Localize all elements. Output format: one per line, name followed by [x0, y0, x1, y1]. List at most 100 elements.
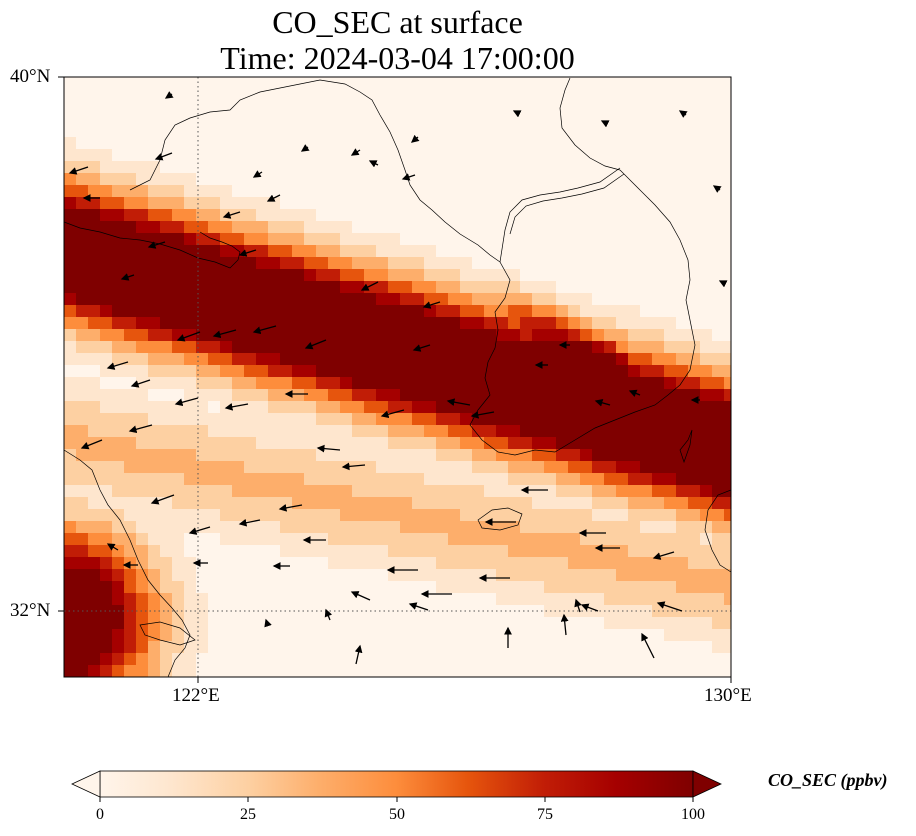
- field-cell: [688, 413, 701, 426]
- field-cell: [412, 257, 425, 270]
- field-cell: [388, 461, 401, 474]
- field-cell: [628, 377, 641, 390]
- field-cell: [172, 425, 185, 438]
- field-cell: [364, 497, 377, 510]
- field-cell: [496, 365, 509, 378]
- field-cell: [376, 233, 389, 246]
- field-cell: [364, 353, 377, 366]
- wind-arrow: [252, 170, 263, 178]
- field-cell: [592, 617, 605, 630]
- field-cell: [64, 473, 77, 486]
- field-cell: [220, 305, 233, 318]
- field-cell: [664, 617, 677, 630]
- field-cell: [544, 497, 557, 510]
- field-cell: [700, 521, 713, 534]
- field-cell: [436, 401, 449, 414]
- field-cell: [640, 437, 653, 450]
- field-cell: [292, 353, 305, 366]
- field-cell: [88, 569, 101, 582]
- field-cell: [472, 593, 485, 606]
- field-cell: [352, 305, 365, 318]
- field-cell: [412, 377, 425, 390]
- field-cell: [664, 521, 677, 534]
- field-cell: [532, 329, 545, 342]
- field-cell: [88, 209, 101, 222]
- field-cell: [544, 305, 557, 318]
- field-cell: [436, 341, 449, 354]
- field-cell: [592, 329, 605, 342]
- field-cell: [316, 281, 329, 294]
- field-cell: [604, 617, 617, 630]
- field-cell: [196, 233, 209, 246]
- field-cell: [340, 257, 353, 270]
- field-cell: [88, 293, 101, 306]
- field-cell: [712, 533, 725, 546]
- field-cell: [64, 317, 77, 330]
- field-cell: [724, 581, 731, 594]
- field-cell: [640, 461, 653, 474]
- field-cell: [208, 473, 221, 486]
- field-cell: [304, 401, 317, 414]
- field-cell: [700, 593, 713, 606]
- field-cell: [136, 185, 149, 198]
- wind-arrow: [68, 166, 89, 175]
- field-cell: [364, 509, 377, 522]
- field-cell: [664, 305, 677, 318]
- field-cell: [196, 221, 209, 234]
- field-cell: [640, 521, 653, 534]
- field-cell: [208, 173, 221, 186]
- field-cell: [232, 377, 245, 390]
- field-cell: [544, 425, 557, 438]
- field-cell: [268, 281, 281, 294]
- lat-tick-label-32n: 32°N: [10, 600, 51, 621]
- wind-arrow: [718, 280, 728, 288]
- field-cell: [160, 257, 173, 270]
- field-cell: [616, 449, 629, 462]
- field-cell: [484, 257, 497, 270]
- field-cell: [160, 545, 173, 558]
- field-cell: [388, 413, 401, 426]
- field-cell: [520, 353, 533, 366]
- field-cell: [208, 617, 221, 630]
- field-cell: [328, 569, 341, 582]
- field-cell: [412, 509, 425, 522]
- field-cell: [448, 425, 461, 438]
- field-cell: [76, 461, 89, 474]
- field-cell: [700, 557, 713, 570]
- field-cell: [496, 533, 509, 546]
- field-cell: [724, 377, 731, 390]
- field-cell: [628, 557, 641, 570]
- field-cell: [676, 629, 689, 642]
- field-cell: [64, 269, 77, 282]
- field-cell: [208, 317, 221, 330]
- field-cell: [508, 557, 521, 570]
- field-cell: [136, 557, 149, 570]
- field-cell: [256, 281, 269, 294]
- field-cell: [496, 581, 509, 594]
- field-cell: [196, 473, 209, 486]
- field-cell: [472, 353, 485, 366]
- field-cell: [556, 545, 569, 558]
- field-cell: [124, 413, 137, 426]
- field-cell: [280, 197, 293, 210]
- field-cell: [724, 557, 731, 570]
- field-cell: [568, 413, 581, 426]
- field-cell: [172, 437, 185, 450]
- field-cell: [460, 557, 473, 570]
- field-cell: [436, 437, 449, 450]
- field-cell: [568, 605, 581, 618]
- field-cell: [184, 365, 197, 378]
- wind-arrow: [408, 602, 429, 611]
- field-cell: [544, 329, 557, 342]
- field-cell: [436, 569, 449, 582]
- field-cell: [508, 329, 521, 342]
- field-cell: [196, 593, 209, 606]
- field-cell: [328, 533, 341, 546]
- field-cell: [100, 617, 113, 630]
- field-cell: [664, 629, 677, 642]
- field-cell: [568, 449, 581, 462]
- field-cell: [100, 245, 113, 258]
- field-cell: [196, 281, 209, 294]
- field-cell: [76, 665, 89, 677]
- field-cell: [100, 137, 113, 150]
